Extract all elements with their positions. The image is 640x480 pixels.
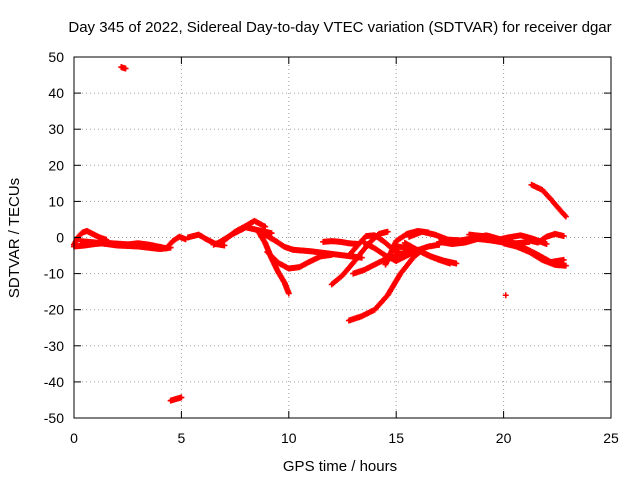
y-tick-label: -50	[44, 410, 64, 426]
satellite-track-17	[360, 239, 443, 264]
y-axis-label: SDTVAR / TECUs	[6, 178, 23, 298]
x-tick-label: 5	[178, 430, 186, 446]
satellite-track-28	[118, 64, 129, 72]
x-tick-label: 15	[388, 430, 404, 446]
x-tick-label: 10	[281, 430, 297, 446]
satellite-track-26	[526, 230, 567, 246]
data-point	[178, 394, 185, 401]
satellite-track-30	[502, 292, 509, 299]
y-tick-label: 50	[48, 49, 64, 65]
x-tick-label: 0	[70, 430, 78, 446]
x-axis-label: GPS time / hours	[283, 458, 397, 475]
y-tick-label: 20	[48, 157, 64, 173]
satellite-track-29	[167, 394, 185, 404]
chart-title: Day 345 of 2022, Sidereal Day-to-day VTE…	[68, 19, 611, 36]
data-point	[453, 260, 460, 267]
y-tick-label: 40	[48, 85, 64, 101]
y-tick-label: -20	[44, 302, 64, 318]
plot-frame	[73, 56, 612, 419]
y-tick-label: 0	[56, 230, 64, 246]
satellite-track-12	[320, 238, 361, 247]
satellite-track-3	[77, 238, 174, 253]
data-point	[562, 213, 569, 220]
data-point	[560, 256, 567, 263]
data-point	[562, 262, 569, 269]
data-point	[502, 292, 509, 299]
x-tick-label: 25	[603, 430, 619, 446]
satellite-track-4	[163, 233, 189, 252]
data-point	[560, 233, 567, 240]
satellite-track-27	[528, 181, 569, 220]
y-tick-label: 30	[48, 121, 64, 137]
satellite-track-5	[184, 231, 228, 249]
y-tick-label: -40	[44, 374, 64, 390]
satellite-track-25	[509, 239, 567, 266]
y-tick-label: 10	[48, 193, 64, 209]
data-point	[262, 223, 269, 230]
data-point	[268, 230, 275, 237]
data-point	[384, 228, 391, 235]
data-point	[122, 65, 129, 72]
data-point	[543, 240, 550, 247]
data-point	[285, 290, 292, 297]
y-tick-label: -10	[44, 266, 64, 282]
y-tick-label: -30	[44, 338, 64, 354]
satellite-track-20	[401, 239, 460, 267]
satellite-track-10	[264, 248, 335, 272]
data-marks	[71, 64, 569, 404]
x-tick-label: 20	[496, 430, 512, 446]
data-point	[221, 242, 228, 249]
